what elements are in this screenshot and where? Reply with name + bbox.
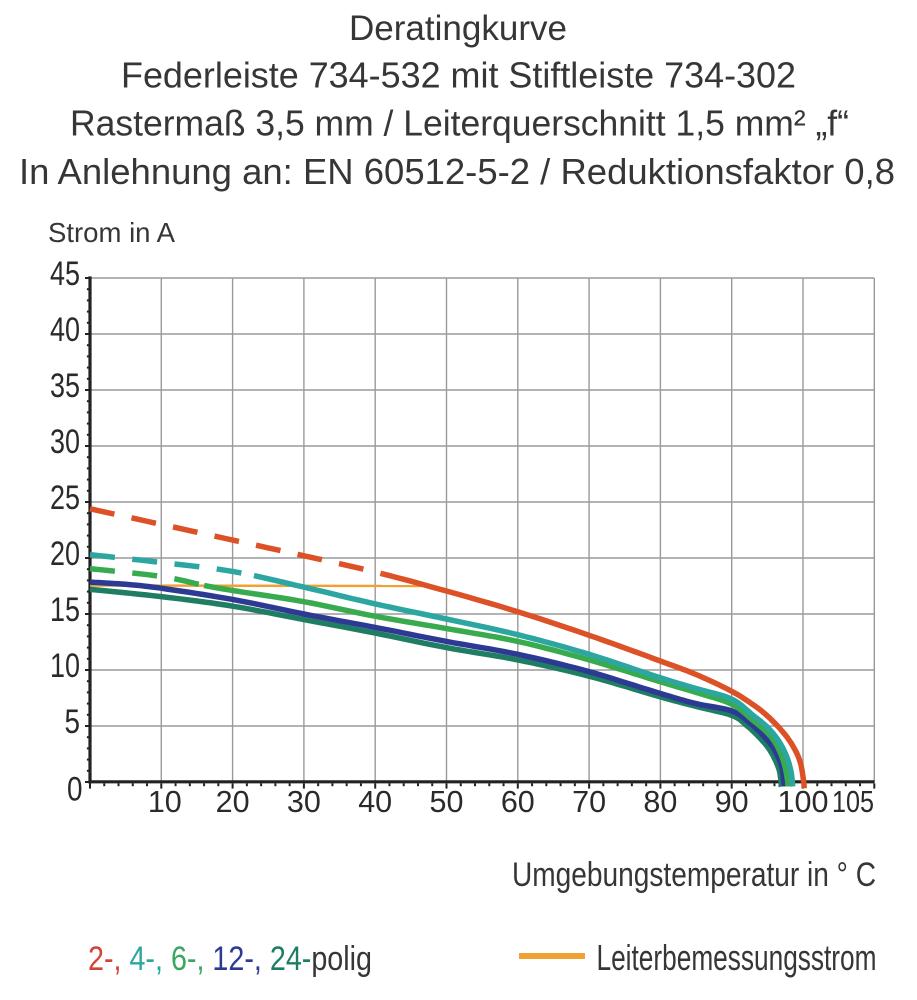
svg-text:25: 25: [50, 479, 80, 517]
svg-text:30: 30: [50, 423, 80, 461]
svg-text:Strom in A: Strom in A: [48, 217, 175, 248]
svg-text:In Anlehnung an: EN 60512-5-2: In Anlehnung an: EN 60512-5-2 / Reduktio…: [19, 151, 895, 192]
svg-text:20: 20: [216, 785, 250, 819]
svg-text:Federleiste 734-532 mit Stiftl: Federleiste 734-532 mit Stiftleiste 734-…: [121, 55, 796, 96]
svg-text:0: 0: [67, 771, 83, 809]
svg-text:Rastermaß 3,5 mm / Leiterquers: Rastermaß 3,5 mm / Leiterquerschnitt 1,5…: [70, 103, 849, 144]
svg-text:70: 70: [572, 785, 606, 819]
svg-text:105: 105: [832, 785, 874, 819]
svg-text:5: 5: [65, 703, 81, 741]
svg-text:35: 35: [50, 367, 80, 405]
svg-text:100: 100: [778, 785, 829, 819]
svg-text:60: 60: [501, 785, 535, 819]
svg-text:Deratingkurve: Deratingkurve: [349, 9, 567, 48]
svg-text:45: 45: [50, 255, 80, 293]
svg-text:30: 30: [287, 785, 321, 819]
svg-text:15: 15: [50, 591, 80, 629]
svg-text:10: 10: [148, 785, 182, 819]
svg-text:2-, 4-, 6-, 12-, 24-polig: 2-, 4-, 6-, 12-, 24-polig: [88, 940, 372, 978]
svg-text:10: 10: [50, 647, 80, 685]
svg-text:80: 80: [643, 785, 677, 819]
svg-text:Leiterbemessungsstrom: Leiterbemessungsstrom: [597, 937, 877, 978]
svg-text:40: 40: [358, 785, 392, 819]
svg-text:Umgebungstemperatur in ° C: Umgebungstemperatur in ° C: [512, 856, 876, 894]
svg-text:50: 50: [430, 785, 464, 819]
svg-text:90: 90: [715, 785, 749, 819]
svg-text:40: 40: [50, 311, 80, 349]
svg-text:20: 20: [50, 535, 80, 573]
